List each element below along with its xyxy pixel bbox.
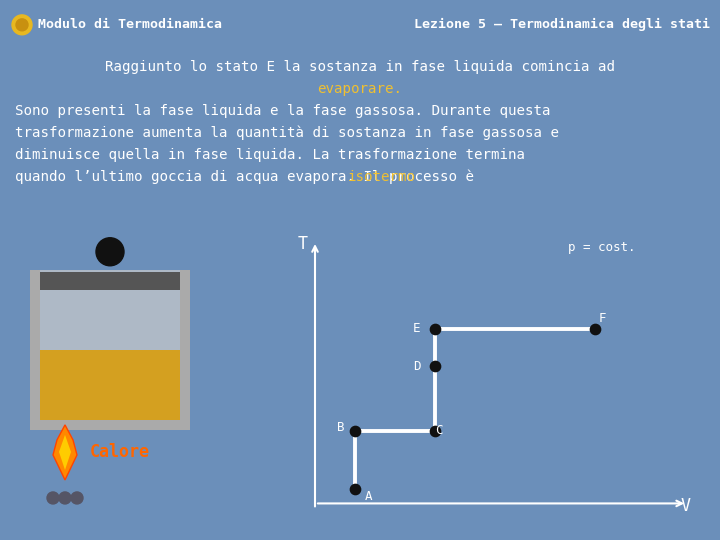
Polygon shape xyxy=(59,435,71,470)
Text: Modulo di Termodinamica: Modulo di Termodinamica xyxy=(38,18,222,31)
Bar xyxy=(40,350,180,420)
Text: B: B xyxy=(337,421,344,434)
Text: F: F xyxy=(599,312,606,325)
Point xyxy=(349,484,361,493)
Bar xyxy=(30,420,190,430)
Circle shape xyxy=(47,492,59,504)
Text: Calore: Calore xyxy=(90,443,150,461)
Bar xyxy=(30,270,40,430)
Point xyxy=(349,426,361,435)
Text: Raggiunto lo stato E la sostanza in fase liquida comincia ad: Raggiunto lo stato E la sostanza in fase… xyxy=(105,59,615,73)
Text: C: C xyxy=(435,424,443,437)
Bar xyxy=(180,270,190,430)
Circle shape xyxy=(96,238,124,266)
Text: isotermo: isotermo xyxy=(348,170,415,184)
Circle shape xyxy=(71,492,83,504)
Text: V: V xyxy=(681,497,691,515)
Text: T: T xyxy=(298,235,308,253)
Text: trasformazione aumenta la quantità di sostanza in fase gassosa e: trasformazione aumenta la quantità di so… xyxy=(15,126,559,140)
Text: Lezione 5 – Termodinamica degli stati: Lezione 5 – Termodinamica degli stati xyxy=(414,18,710,31)
Circle shape xyxy=(59,492,71,504)
Bar xyxy=(40,272,180,290)
Point xyxy=(429,362,441,371)
Text: D: D xyxy=(413,360,420,373)
Text: quando l’ultimo goccia di acqua evapora. Il processo è: quando l’ultimo goccia di acqua evapora.… xyxy=(15,170,482,184)
Text: p = cost.: p = cost. xyxy=(567,241,635,254)
Text: Sono presenti la fase liquida e la fase gassosa. Durante questa: Sono presenti la fase liquida e la fase … xyxy=(15,104,551,118)
Polygon shape xyxy=(53,425,77,480)
Circle shape xyxy=(16,19,28,31)
Text: A: A xyxy=(365,490,372,503)
Text: evaporare.: evaporare. xyxy=(318,82,402,96)
Point xyxy=(589,324,600,333)
Point xyxy=(429,324,441,333)
Point xyxy=(429,426,441,435)
Circle shape xyxy=(12,15,32,35)
Bar xyxy=(40,270,180,350)
Text: diminuisce quella in fase liquida. La trasformazione termina: diminuisce quella in fase liquida. La tr… xyxy=(15,147,525,161)
Text: E: E xyxy=(413,322,420,335)
